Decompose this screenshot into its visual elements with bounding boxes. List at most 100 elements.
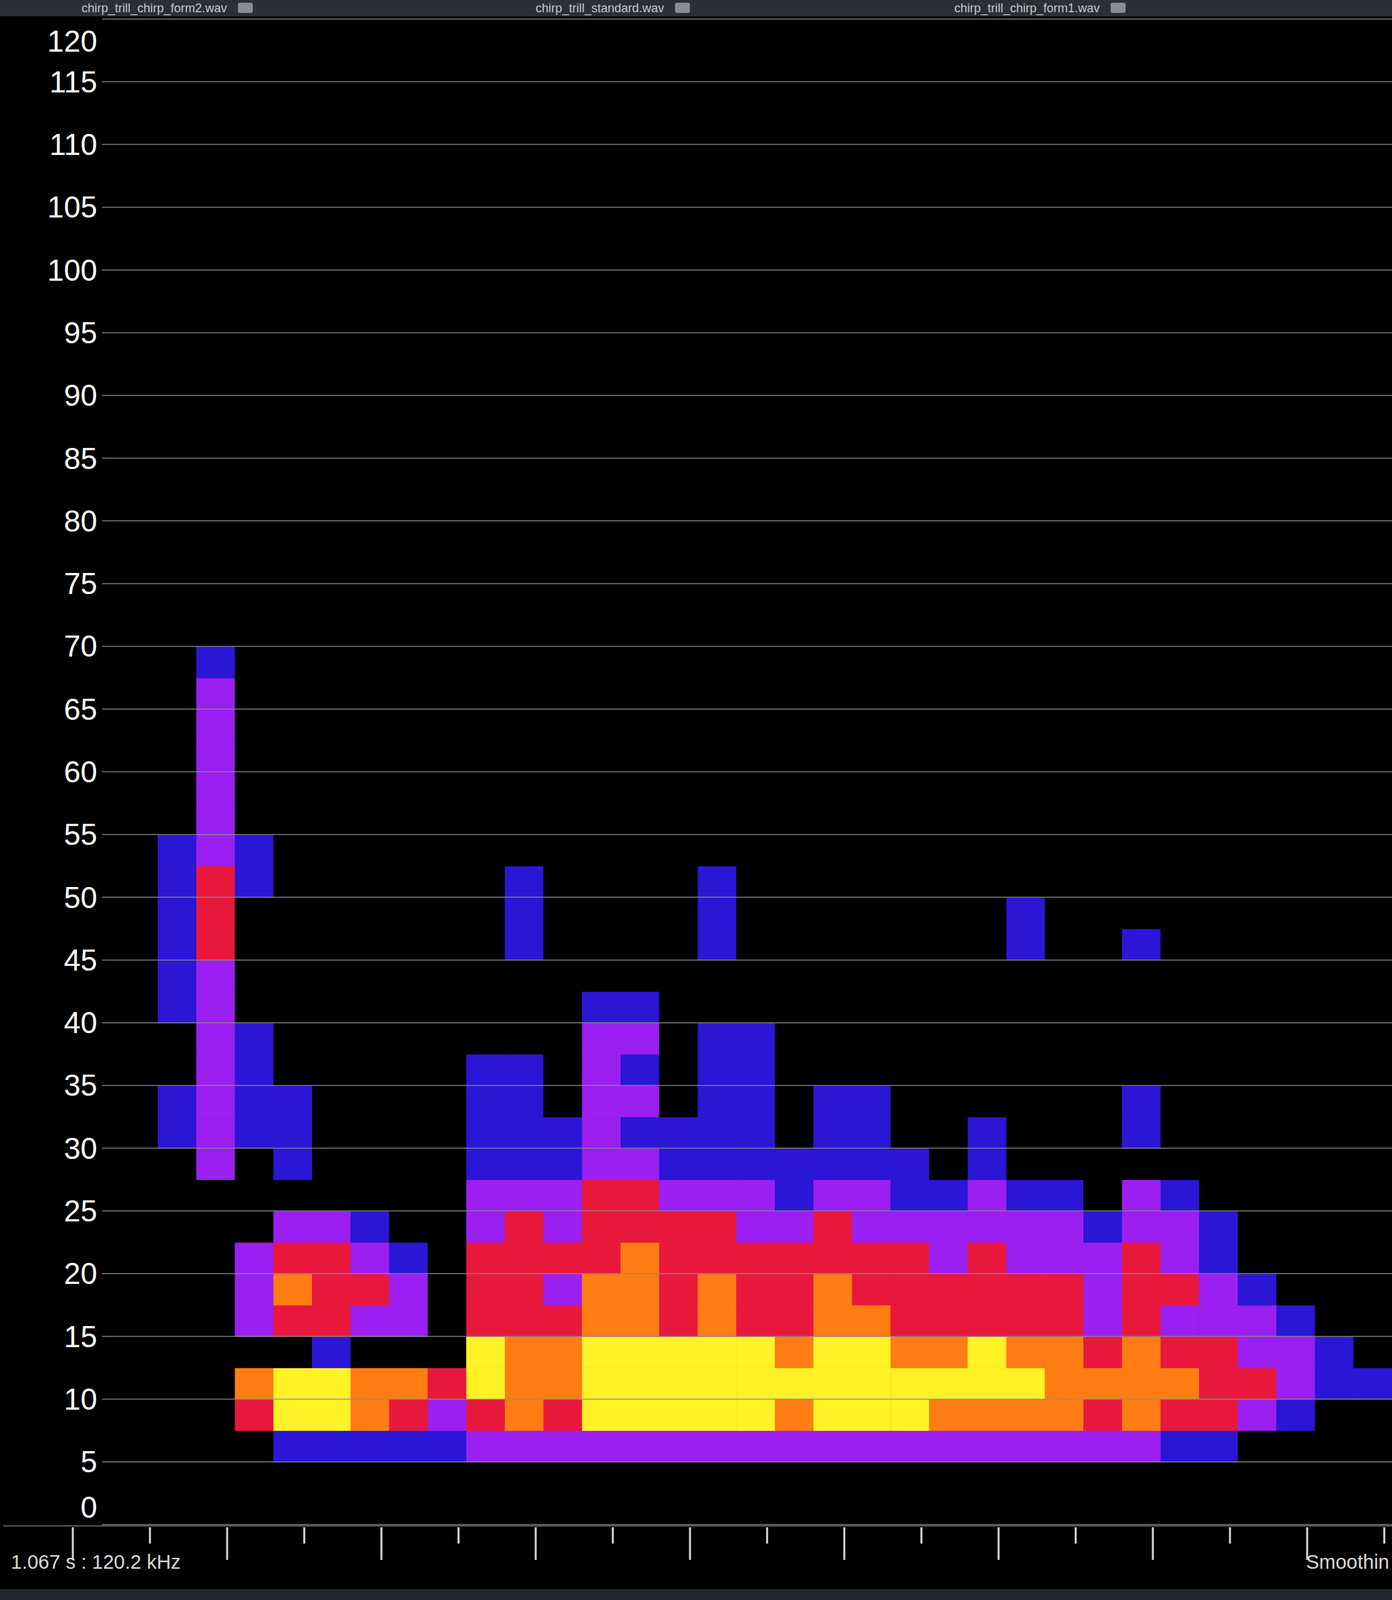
cell bbox=[157, 1085, 197, 1118]
cell bbox=[890, 1398, 930, 1431]
cell bbox=[1006, 803, 1046, 836]
cell bbox=[505, 803, 544, 836]
cell bbox=[736, 1493, 775, 1525]
cell bbox=[1044, 897, 1084, 930]
cell bbox=[1237, 865, 1277, 898]
cell bbox=[852, 1273, 892, 1306]
cell bbox=[505, 708, 544, 741]
cell bbox=[929, 1147, 968, 1180]
cell bbox=[890, 1367, 930, 1400]
cell bbox=[967, 1336, 1007, 1369]
cell bbox=[1044, 677, 1084, 710]
cell bbox=[581, 1305, 621, 1337]
cell bbox=[967, 1305, 1007, 1337]
cell bbox=[350, 1493, 390, 1525]
cell bbox=[659, 1242, 699, 1275]
cell bbox=[311, 803, 351, 836]
cell bbox=[157, 1211, 197, 1244]
cell bbox=[852, 991, 892, 1024]
grid-line bbox=[101, 1210, 1392, 1212]
cell bbox=[1315, 1462, 1354, 1494]
cell bbox=[929, 1273, 968, 1306]
cell bbox=[273, 1462, 312, 1494]
cell bbox=[1083, 1430, 1123, 1463]
cell bbox=[389, 1273, 429, 1306]
cell bbox=[890, 1273, 930, 1306]
cell bbox=[774, 1022, 814, 1055]
cell bbox=[620, 646, 660, 679]
cell bbox=[736, 834, 775, 867]
cell bbox=[967, 1430, 1007, 1463]
cell bbox=[581, 1211, 621, 1244]
x-tick bbox=[611, 1527, 614, 1544]
grid-line bbox=[101, 1461, 1392, 1463]
background bbox=[0, 0, 1392, 1600]
cell bbox=[659, 1273, 699, 1306]
cell bbox=[273, 991, 312, 1024]
cell bbox=[273, 1242, 312, 1275]
cell bbox=[698, 646, 737, 679]
cell bbox=[1160, 897, 1200, 930]
cell bbox=[1315, 1430, 1354, 1463]
cell bbox=[505, 1085, 544, 1118]
cell bbox=[620, 1398, 660, 1431]
cell bbox=[774, 1179, 814, 1212]
cell bbox=[389, 1054, 429, 1087]
cell bbox=[1160, 959, 1200, 992]
cell bbox=[890, 1493, 930, 1525]
cell bbox=[543, 865, 583, 898]
cell bbox=[698, 1273, 737, 1306]
cell bbox=[736, 1054, 775, 1087]
cell bbox=[1044, 740, 1084, 773]
cell bbox=[659, 1493, 699, 1525]
cell bbox=[1044, 1242, 1084, 1275]
cell bbox=[1198, 991, 1238, 1024]
cell bbox=[852, 1336, 892, 1369]
cell bbox=[505, 646, 544, 679]
cell bbox=[350, 1367, 390, 1400]
cell bbox=[311, 834, 351, 867]
cell bbox=[581, 803, 621, 836]
cell bbox=[1198, 1211, 1238, 1244]
cell bbox=[1198, 959, 1238, 992]
cell bbox=[311, 1085, 351, 1118]
grid-line bbox=[101, 583, 1392, 585]
cell bbox=[774, 897, 814, 930]
cell bbox=[1315, 1367, 1354, 1400]
cell bbox=[157, 1336, 197, 1369]
cell bbox=[1353, 1305, 1392, 1337]
cell bbox=[967, 646, 1007, 679]
cell bbox=[311, 1493, 351, 1525]
cell bbox=[1122, 803, 1161, 836]
x-tick bbox=[148, 1527, 151, 1544]
cell bbox=[1044, 1273, 1084, 1306]
cell bbox=[736, 897, 775, 930]
cell bbox=[1044, 1430, 1084, 1463]
cell bbox=[929, 803, 968, 836]
cell bbox=[1237, 1398, 1277, 1431]
cell bbox=[1083, 1273, 1123, 1306]
cell bbox=[157, 1147, 197, 1180]
cell bbox=[273, 865, 312, 898]
cell bbox=[774, 928, 814, 961]
cell bbox=[1237, 1054, 1277, 1087]
cell bbox=[196, 1147, 236, 1180]
cell bbox=[196, 897, 236, 930]
page: html, body { margin: 0; padding: 0; back… bbox=[0, 0, 1392, 1600]
cell bbox=[1198, 1430, 1238, 1463]
cell bbox=[852, 772, 892, 805]
cell bbox=[389, 646, 429, 679]
cell bbox=[1044, 1462, 1084, 1494]
cell bbox=[1353, 1116, 1392, 1149]
grid-line bbox=[101, 771, 1392, 773]
cell bbox=[1198, 646, 1238, 679]
cell bbox=[311, 1022, 351, 1055]
cell bbox=[505, 740, 544, 773]
cell bbox=[1083, 1242, 1123, 1275]
cell bbox=[157, 865, 197, 898]
cell bbox=[581, 897, 621, 930]
cell bbox=[852, 1147, 892, 1180]
cell bbox=[581, 1462, 621, 1494]
cell bbox=[1237, 646, 1277, 679]
cell bbox=[1044, 1211, 1084, 1244]
